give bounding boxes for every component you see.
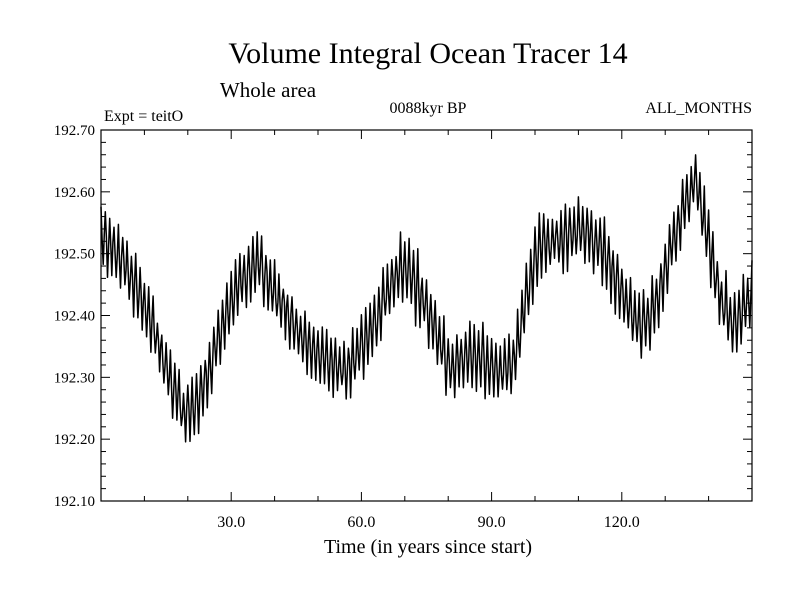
y-ticks: [101, 141, 752, 490]
x-axis-label: Time (in years since start): [324, 536, 532, 558]
y-tick-label: 192.60: [54, 185, 95, 201]
plot-frame: [100, 129, 753, 502]
series-line: [100, 154, 753, 443]
chart-title: Volume Integral Ocean Tracer 14: [228, 37, 627, 70]
y-tick-label: 192.70: [54, 123, 95, 139]
experiment-label: Expt = teitO: [104, 108, 183, 125]
y-tick-labels: 192.10 192.20 192.30 192.40 192.50 192.60 192.…: [54, 123, 95, 510]
x-tick-label: 90.0: [478, 514, 506, 531]
x-tick-labels: 30.0 60.0 90.0 120.0: [217, 514, 640, 531]
y-tick-label: 192.40: [54, 309, 95, 325]
x-tick-label: 60.0: [347, 514, 375, 531]
x-tick-label: 120.0: [604, 514, 640, 531]
y-tick-label: 192.10: [54, 494, 95, 510]
y-tick-label: 192.30: [54, 370, 95, 386]
x-tick-label: 30.0: [217, 514, 245, 531]
period-label: 0088kyr BP: [390, 100, 467, 117]
chart-subtitle: Whole area: [220, 78, 317, 102]
y-tick-label: 192.50: [54, 247, 95, 263]
x-ticks: [143, 130, 710, 501]
months-label: ALL_MONTHS: [645, 100, 752, 117]
y-tick-label: 192.20: [54, 432, 95, 448]
